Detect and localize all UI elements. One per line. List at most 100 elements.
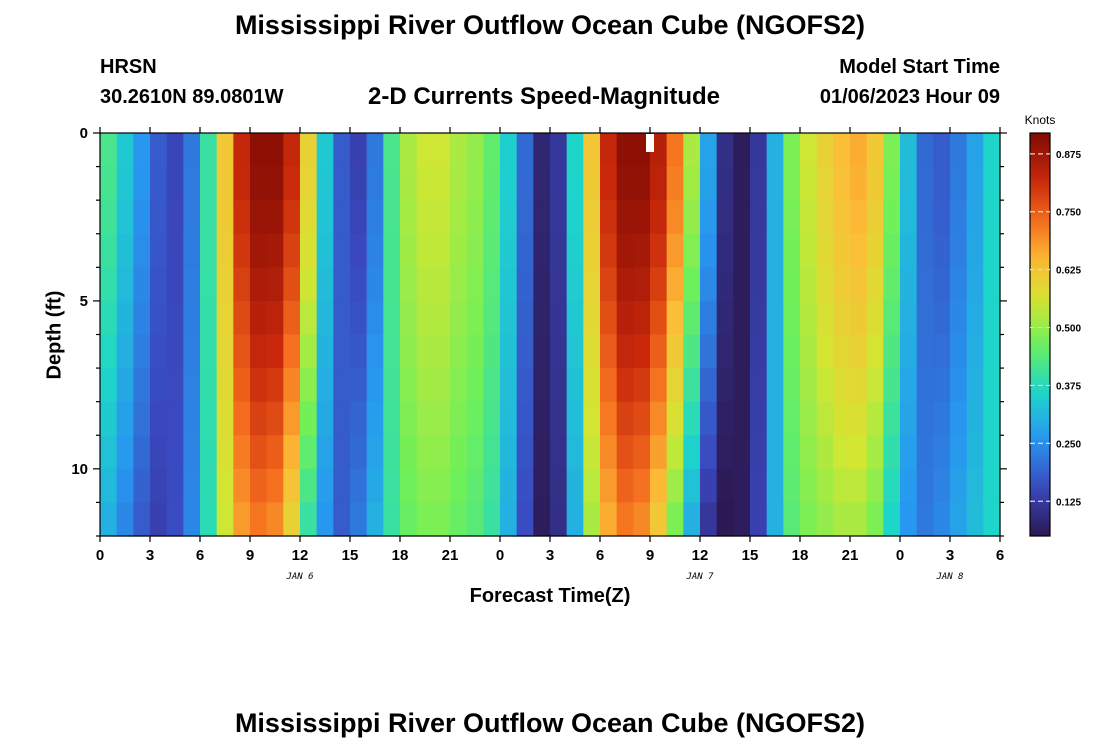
heatmap-cell <box>433 502 451 537</box>
heatmap-cell <box>266 468 284 504</box>
heatmap-cell <box>616 468 634 504</box>
heatmap-cell <box>666 133 684 168</box>
heatmap-cell <box>433 166 451 201</box>
heatmap-cell <box>550 401 568 436</box>
heatmap-cell <box>150 133 168 168</box>
heatmap-cell <box>650 300 668 336</box>
heatmap-cell <box>783 334 801 369</box>
heatmap-cell <box>950 166 968 201</box>
heatmap-cell <box>766 233 784 268</box>
heatmap-cell <box>100 166 118 201</box>
date-label: JAN 7 <box>685 572 714 582</box>
heatmap-cell <box>150 233 168 268</box>
heatmap-cell <box>600 300 618 336</box>
heatmap-cell <box>266 133 284 168</box>
heatmap-cell <box>366 233 384 268</box>
heatmap-cell <box>783 502 801 537</box>
heatmap-cell <box>483 200 501 235</box>
heatmap-cell <box>950 401 968 436</box>
heatmap-cell <box>866 166 884 201</box>
heatmap-cell <box>950 267 968 302</box>
heatmap-cell <box>883 334 901 369</box>
heatmap-cell <box>683 368 701 403</box>
heatmap-cell <box>283 368 301 403</box>
heatmap-cell <box>500 133 518 168</box>
heatmap-cell <box>750 368 768 403</box>
heatmap-cell <box>416 133 434 168</box>
heatmap-cell <box>516 401 534 436</box>
heatmap-cell <box>700 401 718 436</box>
heatmap-cell <box>116 468 134 504</box>
heatmap-cell <box>416 166 434 201</box>
heatmap-cell <box>766 267 784 302</box>
heatmap-cell <box>916 133 934 168</box>
plot-title: 2-D Currents Speed-Magnitude <box>368 83 721 110</box>
heatmap-cell <box>200 200 218 235</box>
heatmap-cell <box>633 166 651 201</box>
heatmap-cell <box>150 334 168 369</box>
heatmap-cell <box>116 401 134 436</box>
heatmap-cell <box>133 233 151 268</box>
heatmap-cell <box>433 468 451 504</box>
heatmap-cell <box>633 435 651 470</box>
heatmap-cell <box>700 468 718 504</box>
heatmap-cell <box>166 502 184 537</box>
heatmap-cell <box>200 368 218 403</box>
heatmap-cell <box>733 435 751 470</box>
heatmap-cell <box>216 334 234 369</box>
heatmap-cell <box>983 300 1001 336</box>
heatmap-cell <box>600 368 618 403</box>
heatmap-cell <box>866 435 884 470</box>
heatmap-cell <box>650 368 668 403</box>
heatmap-cell <box>266 233 284 268</box>
heatmap-cell <box>600 502 618 537</box>
heatmap-cell <box>150 368 168 403</box>
heatmap-cell <box>833 502 851 537</box>
heatmap-cell <box>966 435 984 470</box>
heatmap-cell <box>883 300 901 336</box>
heatmap-cell <box>266 435 284 470</box>
heatmap-cell <box>683 468 701 504</box>
heatmap-cell <box>933 200 951 235</box>
heatmap-cell <box>850 200 868 235</box>
heatmap-cell <box>683 233 701 268</box>
heatmap-cell <box>233 368 251 403</box>
heatmap-cell <box>633 267 651 302</box>
heatmap-cell <box>650 468 668 504</box>
heatmap-cell <box>500 233 518 268</box>
heatmap-cell <box>750 267 768 302</box>
heatmap-cell <box>983 468 1001 504</box>
x-tick-label: 18 <box>792 547 809 564</box>
heatmap-cell <box>833 435 851 470</box>
heatmap-cell <box>150 401 168 436</box>
heatmap-cell <box>150 435 168 470</box>
heatmap-cell <box>500 502 518 537</box>
heatmap-cell <box>300 200 318 235</box>
heatmap-cell <box>916 368 934 403</box>
heatmap-cell <box>166 233 184 268</box>
heatmap-cell <box>566 468 584 504</box>
heatmap-cell <box>216 435 234 470</box>
heatmap-cell <box>300 401 318 436</box>
date-labels: JAN 6 JAN 7 JAN 8 <box>285 572 963 582</box>
heatmap-cell <box>666 300 684 336</box>
heatmap-cell <box>683 334 701 369</box>
heatmap-cell <box>533 468 551 504</box>
heatmap-cell <box>316 401 334 436</box>
heatmap-cell <box>716 166 734 201</box>
heatmap-cell <box>733 166 751 201</box>
heatmap-cell <box>633 368 651 403</box>
heatmap-cell <box>416 267 434 302</box>
heatmap-cell <box>250 233 268 268</box>
heatmap-cell <box>500 334 518 369</box>
heatmap-cell <box>166 133 184 168</box>
heatmap-cell <box>250 401 268 436</box>
heatmap-cell <box>700 267 718 302</box>
heatmap-cell <box>700 502 718 537</box>
heatmap-cell <box>566 368 584 403</box>
heatmap-cell <box>900 233 918 268</box>
heatmap-cell <box>250 502 268 537</box>
heatmap-cell <box>883 200 901 235</box>
heatmap-cell <box>133 166 151 201</box>
heatmap-cell <box>433 435 451 470</box>
